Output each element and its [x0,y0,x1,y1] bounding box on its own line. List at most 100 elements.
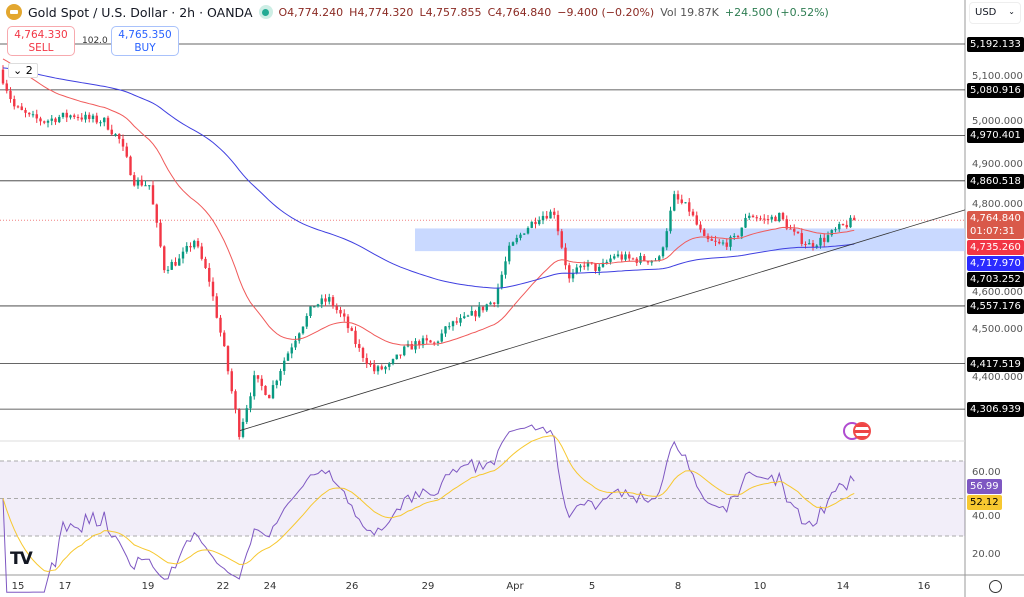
candle-body [286,353,290,361]
candle-body [301,326,305,334]
rsi-value-label: 56.99 [967,479,1002,494]
candle-body [436,341,440,343]
buy-label: BUY [134,42,156,54]
candle-body [391,359,395,364]
candle-body [343,313,346,317]
candle-body [568,265,571,279]
chevron-down-icon: ⌄ [13,64,26,77]
time-label: 8 [674,581,682,592]
level-price-label: 4,557.176 [967,299,1024,314]
legend-count: 2 [25,64,33,77]
candle-body [305,316,308,327]
time-label: 26 [345,581,359,592]
rsi-line [2,424,855,593]
candle-body [189,245,192,248]
candle-body [560,231,563,248]
candle-body [215,296,218,318]
candle-body [549,211,552,219]
candle-body [335,306,338,310]
candle-body [238,409,241,437]
rsi-ma-value-label: 52.12 [967,495,1002,510]
bar-countdown: 01:07:31 [970,226,1015,237]
rsi-ma-line [2,435,855,573]
candle-body [13,99,16,107]
candle-body [811,243,815,247]
us-flag-event-icon[interactable] [853,422,871,440]
candle-body [541,215,545,221]
price-tick: 5,000.000 [972,116,1023,127]
candle-body [781,212,785,220]
trendline [239,209,966,431]
candle-body [643,255,646,261]
candle-body [695,215,698,225]
candle-body [684,202,687,204]
candle-body [121,138,125,147]
candle-body [283,360,286,372]
candle-body [204,258,207,268]
candle-body [106,117,110,130]
candle-body [669,210,672,232]
currency-select[interactable]: ⌄ USD [969,2,1021,24]
candle-body [384,366,387,370]
candle-body [163,246,166,271]
price-tick: 4,500.000 [972,324,1023,335]
candle-body [256,375,260,379]
candle-body [50,118,53,121]
candle-body [159,222,162,247]
candle-body [793,228,796,232]
candle-body [388,363,391,367]
candle-body [511,242,515,246]
candle-body [571,272,575,279]
candle-body [800,233,803,244]
ohlc-open: O4,774.240 [278,5,344,19]
candle-body [508,245,511,262]
candle-body [440,333,443,342]
rsi-tick: 20.00 [972,549,1001,560]
volume: Vol 19.87K [660,5,719,19]
candle-body [365,357,368,365]
candle-body [703,229,706,236]
sell-button[interactable]: 4,764.330 SELL [7,26,75,56]
slow-ma-price-label: 4,717.970 [967,256,1024,271]
candle-body [253,375,256,397]
candle-body [421,338,425,346]
price-tick: 4,600.000 [972,287,1023,298]
level-price-label: 4,417.519 [967,357,1024,372]
candle-body [339,309,342,314]
candle-body [616,254,620,257]
candle-body [759,218,762,220]
candle-body [493,302,496,304]
candle-body [5,83,8,91]
candle-body [586,262,590,267]
candle-body [485,304,488,311]
symbol-title[interactable]: Gold Spot / U.S. Dollar · 2h · OANDA [28,4,253,20]
candle-body [444,326,447,334]
candle-body [601,262,605,267]
candle-body [316,304,320,307]
time-label: 5 [588,581,596,592]
candle-body [76,116,80,118]
candle-body [69,115,72,118]
candle-body [699,224,702,230]
candle-body [264,385,267,395]
candle-body [459,318,462,323]
candle-body [736,236,740,238]
candle-body [448,326,451,328]
time-label: 29 [421,581,435,592]
settings-icon[interactable] [989,580,1002,593]
candle-body [350,328,353,331]
currency-label: USD [975,7,997,18]
candle-body [740,227,743,237]
fast-moving-average [2,58,855,346]
candle-body [646,260,650,263]
candle-body [185,245,188,252]
buy-button[interactable]: 4,765.350 BUY [111,26,179,56]
time-label: 24 [263,581,277,592]
candle-body [841,224,845,226]
candle-body [504,261,507,275]
price-tick: 4,900.000 [972,159,1023,170]
legend-toggle[interactable]: ⌄ 2 [8,63,38,78]
candle-body [196,240,200,247]
market-open-icon [258,5,273,19]
